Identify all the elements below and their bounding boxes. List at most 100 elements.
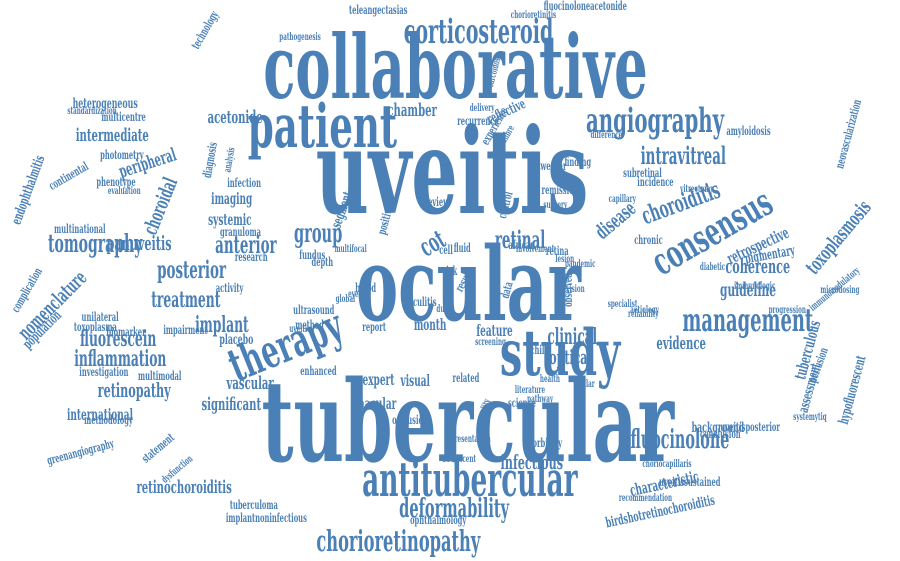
word: impairment — [162, 323, 208, 337]
word: inflammation — [73, 346, 166, 372]
word: standardization — [67, 106, 117, 117]
word: vasculitis — [400, 295, 437, 309]
word: recurrence — [457, 114, 499, 128]
word: implant — [195, 312, 249, 338]
word: cell — [439, 243, 453, 257]
word: pathogenesis — [279, 32, 321, 43]
word: fluocinoloneacetonide — [543, 0, 627, 13]
word: diabetic — [699, 262, 725, 273]
word: ophthalmology — [410, 513, 467, 527]
word: data — [497, 280, 516, 300]
word: granuloma — [219, 225, 261, 239]
word: chamber — [387, 100, 437, 121]
word: neovascularization — [831, 97, 864, 171]
word: evidence — [656, 333, 706, 354]
word: heterogeneous — [72, 96, 138, 112]
word: systemic — [208, 210, 252, 229]
word: management — [682, 301, 814, 339]
word: chorioretinopathy — [315, 523, 480, 558]
word: risk — [442, 264, 458, 278]
word: review — [424, 195, 449, 209]
word: methodology — [83, 413, 133, 427]
word: conclusion — [699, 427, 741, 441]
word: optical — [548, 345, 592, 369]
word: immunologic — [734, 281, 776, 292]
word: multimodal — [138, 369, 182, 383]
word: pandemic — [564, 259, 596, 270]
word: depth — [311, 255, 333, 269]
word: vision — [565, 284, 585, 295]
word: subretinal — [622, 166, 662, 180]
word: antitubercular — [362, 452, 578, 508]
word: uveitisposterior — [720, 420, 780, 434]
word: pathway — [527, 394, 554, 405]
word: difference — [589, 130, 622, 141]
word: method — [294, 318, 324, 332]
word: greenangiography — [44, 436, 115, 468]
word: ultrasound — [293, 303, 335, 317]
word: toxoplasma — [73, 320, 117, 334]
word: implantnoninfectious — [225, 511, 307, 525]
word: anterior — [215, 230, 277, 259]
word: african — [508, 238, 536, 252]
word: retina — [545, 244, 569, 258]
word: corticosteroid — [403, 12, 553, 52]
word: microdosing — [820, 285, 860, 296]
word: feature — [475, 321, 513, 340]
word: occlusion — [392, 413, 428, 427]
word: month — [413, 315, 447, 334]
word: remission — [541, 183, 579, 197]
word: angiography — [585, 101, 725, 141]
word: specialist — [607, 299, 637, 310]
word: acetonide — [207, 107, 263, 128]
word: endophthalmitis — [8, 153, 48, 227]
word: uveitissustained — [659, 475, 721, 489]
word: retinochoroiditis — [136, 477, 232, 498]
word: fundus — [299, 248, 326, 262]
word: collaborative — [262, 15, 648, 119]
word: retinopathy — [97, 378, 171, 402]
word: posterior — [156, 255, 226, 284]
word: presentation — [450, 434, 491, 445]
word: continental — [45, 159, 91, 193]
word: phenotype — [96, 175, 136, 189]
word: child — [530, 343, 550, 357]
word: surgery — [542, 200, 567, 211]
word: deformability — [399, 494, 510, 524]
word: panuveitis — [106, 231, 172, 255]
word: patient — [247, 92, 397, 162]
word: vitrectomy — [680, 184, 714, 195]
word: vascular — [226, 373, 274, 394]
word: group — [293, 219, 343, 249]
word: amyloidosis — [725, 124, 771, 138]
word: unilateral — [81, 310, 119, 324]
word: tweezer — [537, 159, 567, 173]
word: visual — [400, 371, 430, 390]
word: uveitic — [289, 324, 311, 335]
word: uveitis — [315, 102, 589, 241]
word: international — [66, 405, 133, 424]
word: involvement — [516, 244, 555, 255]
word: treatment — [151, 287, 221, 313]
word: retinal — [494, 225, 546, 254]
word: investigation — [79, 365, 129, 379]
word: choroidal — [137, 173, 183, 239]
word: evaluation — [107, 186, 141, 197]
word: global — [335, 294, 355, 305]
word: study — [499, 316, 621, 391]
word: lesion — [555, 254, 575, 265]
word: chorioretinitis — [510, 10, 556, 21]
word: placebo — [218, 332, 253, 348]
word: fluorescein — [80, 326, 157, 352]
word: activity — [215, 281, 243, 295]
word: clinical — [547, 324, 598, 350]
word: related — [452, 371, 480, 385]
word: choriocapillaris — [642, 459, 692, 470]
word: fluocinolone — [630, 425, 730, 455]
word: eye — [347, 289, 358, 300]
word: diagnosis — [199, 141, 220, 179]
word: coherence — [725, 254, 791, 278]
word: tuberculoma — [229, 498, 278, 512]
word: chronic — [633, 233, 663, 247]
word: capillary — [608, 194, 636, 205]
